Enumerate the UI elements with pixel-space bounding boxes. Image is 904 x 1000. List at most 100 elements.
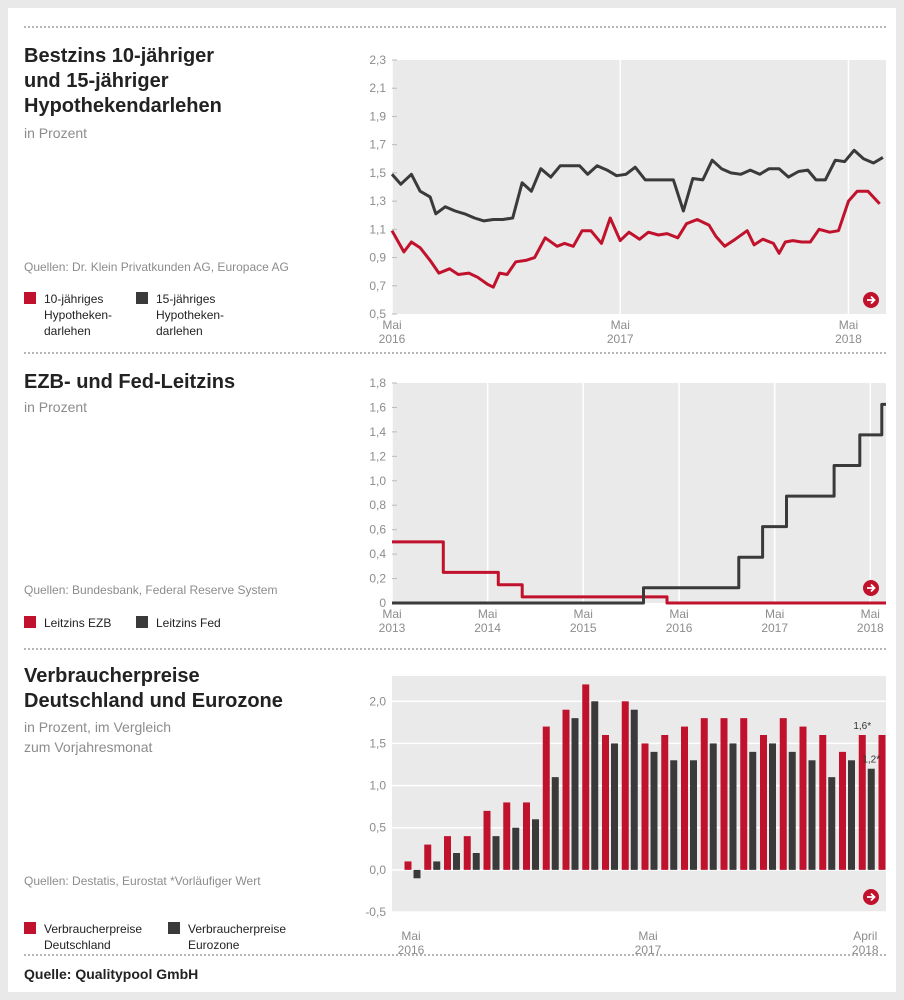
x-tick-label: Mai	[382, 318, 401, 332]
value-annotation: 1,2*	[862, 755, 880, 766]
bar-ez	[591, 701, 599, 870]
x-tick-label: 2016	[398, 943, 425, 954]
bar-ez	[551, 777, 559, 870]
y-tick-label: -0,5	[365, 905, 386, 919]
bar-de	[523, 802, 530, 870]
x-tick-label: 2018	[835, 332, 862, 346]
panel-1-subtitle: in Prozent	[24, 125, 88, 141]
y-tick-label: 2,1	[369, 81, 386, 95]
bar-ez	[808, 760, 816, 870]
x-tick-label: Mai	[401, 929, 420, 943]
bar-ez	[571, 718, 579, 870]
arrow-glyph	[867, 583, 876, 593]
x-tick-label: 2017	[761, 621, 788, 635]
y-tick-label: 0,7	[369, 279, 386, 293]
x-tick-label: Mai	[765, 607, 784, 621]
x-tick-label: 2016	[379, 332, 406, 346]
y-tick-label: 0,9	[369, 251, 386, 265]
y-tick-label: 1,5	[369, 166, 386, 180]
infographic-page: Bestzins 10-jähriger und 15-jähriger Hyp…	[8, 8, 896, 992]
legend-swatch-dark	[168, 922, 180, 934]
bar-de	[799, 726, 807, 870]
series-line-1	[392, 402, 886, 605]
x-tick-label: Mai	[638, 929, 657, 943]
x-tick-label: Mai	[861, 607, 880, 621]
bar-ez	[630, 709, 638, 870]
bar-de	[779, 718, 787, 870]
y-tick-label: 1,6	[369, 400, 386, 414]
bar-de	[503, 802, 511, 870]
x-tick-label: 2016	[666, 621, 693, 635]
y-tick-label: 1,2	[369, 449, 386, 463]
y-tick-label: 1,5	[369, 736, 386, 750]
y-tick-label: 1,9	[369, 109, 386, 123]
arrow-glyph	[867, 295, 876, 305]
bar-de	[681, 726, 688, 870]
x-tick-label: Mai	[839, 318, 858, 332]
series-line-0	[390, 189, 881, 289]
dotted-separator	[24, 648, 886, 650]
bar-ez	[611, 743, 618, 870]
panel-3-title: Verbraucherpreise Deutschland und Eurozo…	[24, 665, 283, 712]
y-tick-label: 2,3	[369, 53, 386, 67]
bar-de	[621, 701, 629, 870]
x-tick-label: Mai	[669, 607, 688, 621]
x-tick-label: Mai	[478, 607, 497, 621]
bar-ez	[848, 760, 855, 870]
bar-de	[700, 718, 708, 870]
bar-ez	[709, 743, 717, 870]
value-annotation: 1,6*	[853, 721, 871, 732]
plot-background	[392, 383, 886, 603]
x-tick-label: Mai	[611, 318, 630, 332]
x-tick-label: April	[853, 929, 877, 943]
bar-de	[542, 726, 550, 870]
y-tick-label: 0,2	[369, 572, 386, 586]
y-tick-label: 1,7	[369, 138, 386, 152]
x-tick-label: 2018	[857, 621, 884, 635]
y-tick-label: 1,8	[369, 376, 386, 390]
x-tick-label: 2017	[635, 943, 662, 954]
bar-de	[463, 836, 471, 870]
bar-de	[878, 735, 886, 870]
bar-ez	[749, 751, 757, 870]
bar-de	[582, 684, 590, 870]
legend-swatch-dark	[136, 292, 148, 304]
y-tick-label: 0,4	[369, 547, 386, 561]
x-tick-label: 2018	[852, 943, 879, 954]
bar-ez	[828, 777, 836, 870]
panel-3-source: Quellen: Destatis, Eurostat *Vorläufiger…	[24, 874, 261, 888]
bar-de	[740, 718, 748, 870]
bar-de	[602, 735, 609, 870]
x-tick-label: 2013	[379, 621, 406, 635]
y-tick-label: 1,3	[369, 194, 386, 208]
bar-de	[444, 836, 451, 870]
x-tick-label: Mai	[382, 607, 401, 621]
y-tick-label: 0	[379, 596, 386, 610]
bar-de	[404, 861, 412, 870]
bar-ez	[512, 827, 520, 870]
panel-1-source: Quellen: Dr. Klein Privatkunden AG, Euro…	[24, 260, 289, 274]
bar-ez	[867, 768, 875, 870]
bar-ez	[532, 819, 539, 870]
y-tick-label: 2,0	[369, 694, 386, 708]
series-line-1	[390, 148, 884, 223]
y-tick-label: 1,1	[369, 222, 386, 236]
y-tick-label: 0,5	[369, 821, 386, 835]
y-tick-label: 1,0	[369, 474, 386, 488]
bar-ez	[769, 743, 776, 870]
dotted-separator	[24, 26, 886, 28]
panel-1-title: Bestzins 10-jähriger und 15-jähriger Hyp…	[24, 45, 222, 117]
plot-background	[392, 60, 886, 314]
bar-ez	[670, 760, 678, 870]
series-line-0	[392, 540, 886, 605]
dotted-separator	[24, 352, 886, 354]
bar-ez	[453, 853, 460, 870]
y-tick-label: 0,8	[369, 498, 386, 512]
footer-source: Quelle: Qualitypool GmbH	[24, 966, 199, 982]
bar-de	[858, 735, 866, 870]
y-tick-label: 1,4	[369, 425, 386, 439]
bar-ez	[433, 861, 441, 870]
y-tick-label: 0,0	[369, 863, 386, 877]
y-tick-label: 1,0	[369, 779, 386, 793]
bar-de	[641, 743, 649, 870]
